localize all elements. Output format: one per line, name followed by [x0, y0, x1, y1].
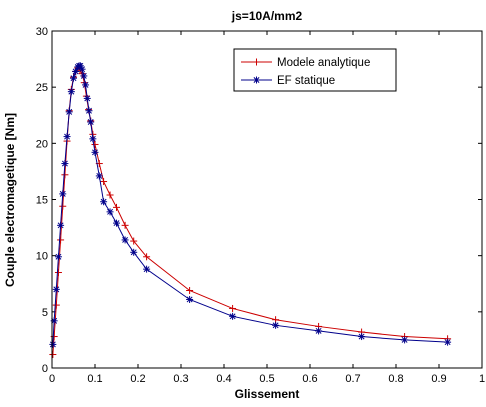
legend-item: Modele analytique	[241, 57, 370, 69]
series-2-point	[61, 160, 69, 168]
series-1-point	[113, 203, 120, 211]
series-1-point	[121, 221, 129, 229]
x-tick-label: 0.5	[259, 373, 274, 385]
series-1-point	[229, 304, 237, 312]
x-tick-label: 0	[49, 373, 55, 385]
y-tick-label: 0	[42, 363, 48, 375]
series-2-point	[272, 321, 280, 329]
series-1-point	[49, 351, 57, 359]
series-2-point	[85, 107, 93, 115]
series-2-point	[70, 74, 77, 82]
x-tick-label: 0.2	[130, 373, 145, 385]
series-2-point	[229, 312, 237, 320]
series-1-point	[186, 286, 194, 294]
series-1-point	[100, 178, 108, 186]
y-tick-label: 25	[36, 82, 48, 94]
data-series	[49, 62, 452, 359]
x-tick-label: 0.4	[216, 373, 231, 385]
y-tick-label: 20	[36, 138, 48, 150]
x-tick-label: 0.1	[87, 373, 102, 385]
x-tick-label: 0.9	[431, 373, 446, 385]
axis-ticks: 0 0.1 0.2 0.3 0.4 0.5 0.6 0.7 0.8 0.9 105101520253…	[36, 26, 485, 385]
series-1-point	[52, 301, 60, 309]
chart-title: js=10A/mm2	[231, 9, 303, 23]
y-tick-label: 30	[36, 26, 48, 38]
series-2-point	[59, 190, 67, 198]
x-tick-label: 0.7	[345, 373, 360, 385]
series-2-point	[358, 333, 366, 341]
series-2-point	[54, 253, 62, 261]
series-1-point	[59, 202, 67, 210]
series-2-point	[89, 135, 97, 143]
series-2-point	[186, 295, 194, 303]
series-2-point	[100, 198, 108, 206]
x-tick-label: 0.3	[173, 373, 188, 385]
series-2-point	[113, 219, 120, 227]
series-1-point	[143, 253, 151, 261]
series-1-point	[130, 237, 138, 245]
legend: Modele analytique EF statique	[233, 48, 397, 92]
series-2-point	[52, 285, 60, 293]
series-2-point	[401, 336, 409, 344]
legend-swatch-marker	[253, 58, 260, 66]
series-2-point	[444, 338, 452, 346]
y-tick-label: 15	[36, 195, 48, 207]
legend-label: Modele analytique	[277, 57, 370, 69]
series-2-point	[95, 172, 103, 180]
series-2-point	[49, 340, 57, 348]
series-1-point	[61, 171, 69, 179]
series-2-point	[91, 148, 99, 156]
legend-label: EF statique	[277, 75, 335, 87]
y-axis-label: Couple electromagetique [Nm]	[3, 113, 17, 287]
legend-item: EF statique	[241, 75, 335, 87]
x-tick-label: 0.6	[302, 373, 317, 385]
series-1-point	[54, 269, 62, 277]
series-2	[49, 62, 452, 348]
series-2-point	[67, 88, 75, 96]
legend-swatch-marker	[253, 76, 260, 84]
x-axis-label: Glissement	[235, 387, 300, 401]
x-tick-label: 1	[479, 373, 485, 385]
series-2-point	[121, 236, 129, 244]
x-tick-label: 0.8	[388, 373, 403, 385]
series-2-point	[65, 108, 73, 116]
series-2-point	[82, 81, 90, 89]
series-1-point	[91, 140, 99, 148]
series-2-point	[315, 327, 323, 335]
legend-box	[233, 48, 397, 92]
series-2-point	[143, 265, 151, 273]
series-2-point	[80, 72, 88, 80]
series-2-point	[83, 94, 91, 102]
plot-frame	[51, 30, 483, 369]
y-tick-label: 5	[42, 307, 48, 319]
series-2-point	[78, 65, 86, 73]
series-2-point	[63, 133, 71, 141]
series-2-point	[87, 118, 95, 126]
y-tick-label: 10	[36, 251, 48, 263]
series-2-point	[57, 221, 65, 229]
series-2-point	[130, 248, 138, 256]
series-1-point	[57, 236, 65, 244]
series-2-point	[106, 208, 114, 216]
series-1-point	[106, 191, 114, 199]
